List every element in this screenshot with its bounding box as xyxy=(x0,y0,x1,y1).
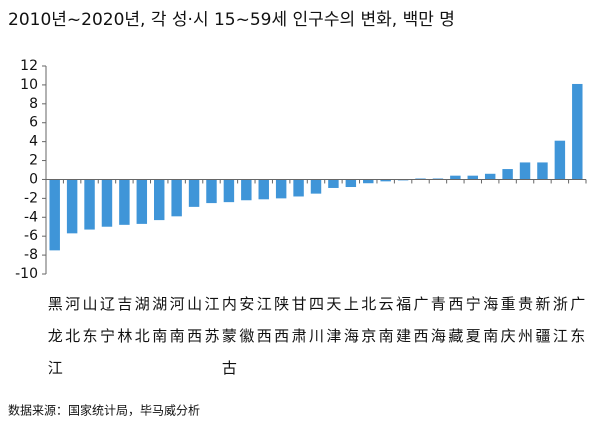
bar xyxy=(258,179,269,200)
bar xyxy=(171,179,182,217)
x-tick-label: 河南 xyxy=(168,296,186,360)
y-tick-label: -2 xyxy=(24,190,38,206)
bar xyxy=(206,179,217,204)
bar xyxy=(293,179,304,197)
x-tick-label: 福建 xyxy=(394,296,412,360)
x-tick-label: 天津 xyxy=(324,296,342,360)
x-tick-label: 辽宁 xyxy=(98,296,116,360)
y-tick-label: -8 xyxy=(24,247,38,263)
bar xyxy=(554,140,566,180)
y-tick-label: 0 xyxy=(29,171,38,187)
x-tick-label: 宁夏 xyxy=(464,296,482,360)
y-tick-label: 6 xyxy=(29,115,38,131)
x-tick-label: 浙江 xyxy=(551,296,569,360)
x-tick-label: 海南 xyxy=(481,296,499,360)
y-tick-label: 2 xyxy=(29,153,38,169)
bar xyxy=(241,179,252,201)
x-tick-label: 上海 xyxy=(342,296,360,360)
bar xyxy=(345,179,357,188)
bar xyxy=(223,179,235,203)
y-tick-label: 12 xyxy=(20,58,38,74)
x-tick-label: 青海 xyxy=(429,296,447,360)
bar xyxy=(537,162,548,180)
bar xyxy=(66,179,78,234)
bar xyxy=(84,179,95,230)
bar xyxy=(154,179,165,221)
y-tick-label: -4 xyxy=(24,209,38,225)
x-tick-label: 西藏 xyxy=(446,296,464,360)
chart-title: 2010년~2020년, 각 성·시 15~59세 인구수의 변화, 백만 명 xyxy=(8,10,455,30)
x-tick-label: 新疆 xyxy=(533,296,551,360)
y-tick-label: -10 xyxy=(15,266,38,282)
bar xyxy=(380,179,391,182)
x-tick-label: 湖南 xyxy=(150,296,168,360)
x-tick-label: 河北 xyxy=(63,296,81,360)
x-tick-label: 湖北 xyxy=(133,296,151,360)
bar xyxy=(136,179,148,224)
x-tick-label: 甘肃 xyxy=(290,296,308,360)
bar xyxy=(328,179,339,188)
bar xyxy=(572,83,583,180)
y-tick-label: -6 xyxy=(24,228,38,244)
bar xyxy=(310,179,322,194)
y-tick-label: 10 xyxy=(20,77,38,93)
bar xyxy=(450,175,461,180)
y-tick-label: 8 xyxy=(29,96,38,112)
x-tick-label: 陕西 xyxy=(272,296,290,360)
x-tick-label: 四川 xyxy=(307,296,325,360)
bar xyxy=(467,175,478,180)
bar xyxy=(101,179,113,227)
x-tick-label: 安徽 xyxy=(237,296,255,360)
bar xyxy=(275,179,287,199)
bar xyxy=(49,179,60,251)
bar xyxy=(363,179,374,184)
bar xyxy=(502,169,513,180)
x-tick-label: 重庆 xyxy=(499,296,517,360)
x-tick-label: 山东 xyxy=(81,296,99,360)
bar xyxy=(119,179,130,225)
bar xyxy=(484,173,496,180)
bar xyxy=(188,179,200,207)
x-tick-label: 北京 xyxy=(359,296,377,360)
x-tick-label: 广东 xyxy=(568,296,586,360)
source-note: 数据来源：国家统计局，毕马威分析 xyxy=(8,403,200,418)
x-tick-label: 吉林 xyxy=(115,296,133,360)
x-tick-label: 云南 xyxy=(377,296,395,360)
x-tick-label: 江苏 xyxy=(202,296,220,360)
x-tick-label: 山西 xyxy=(185,296,203,360)
y-tick-label: 4 xyxy=(29,134,38,150)
bar xyxy=(519,162,531,180)
x-tick-label: 江西 xyxy=(255,296,273,360)
x-tick-label: 黑龙江 xyxy=(46,296,64,392)
x-tick-label: 广西 xyxy=(412,296,430,360)
x-tick-label: 内蒙古 xyxy=(220,296,238,392)
x-tick-label: 贵州 xyxy=(516,296,534,360)
